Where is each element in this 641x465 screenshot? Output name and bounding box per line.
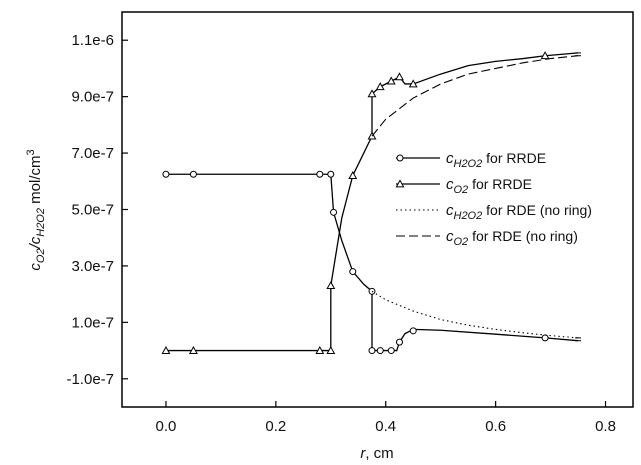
data-point [327, 170, 335, 178]
x-axis-title-rest: , cm [365, 445, 393, 462]
data-point [375, 82, 385, 91]
x-axis: 0.0 0.2 0.4 0.6 0.8 [156, 401, 616, 435]
y-axis-title: cO2/cH2O2 mol/cm3 [25, 149, 47, 270]
legend-label-sub: H2O2 [454, 158, 483, 170]
legend-label-var: c [446, 150, 454, 167]
series-line [165, 173, 579, 352]
y-axis-title-sub1: O2 [35, 248, 47, 263]
legend-label-var: c [446, 176, 454, 193]
data-point [326, 345, 336, 354]
legend-label-sub: O2 [454, 236, 469, 248]
legend-label-rest: for RDE (no ring) [468, 228, 578, 244]
series-layer [161, 51, 582, 355]
y-tick-label: 5.0e-7 [71, 202, 114, 219]
data-point [349, 268, 357, 276]
data-point [409, 327, 417, 335]
data-point [395, 72, 404, 81]
y-axis-title-c2: /c [27, 236, 44, 249]
x-tick-label: 0.2 [265, 418, 286, 435]
data-point [395, 338, 403, 346]
y-axis-title-unit: mol/cm [27, 156, 44, 209]
y-tick-label: 3.0e-7 [71, 258, 114, 275]
legend-label-var: c [446, 228, 454, 245]
data-point [368, 287, 376, 295]
legend-item: cH2O2 for RDE (no ring) [396, 202, 592, 222]
data-point [188, 345, 198, 354]
legend-label: cO2 for RRDE [446, 176, 532, 196]
data-point [348, 171, 358, 180]
y-axis-title-c1: c [27, 263, 44, 271]
data-point [162, 170, 170, 178]
data-point [368, 347, 376, 355]
data-point [540, 51, 550, 60]
data-point [161, 345, 171, 354]
legend-label: cH2O2 for RRDE [446, 150, 546, 170]
legend-label: cH2O2 for RDE (no ring) [446, 202, 592, 222]
legend-item: cO2 for RRDE [395, 176, 532, 196]
series-2 [161, 51, 582, 354]
data-point [326, 281, 336, 290]
series-3 [371, 290, 582, 339]
x-tick-label: 0.0 [156, 418, 177, 435]
x-tick-label: 0.8 [595, 418, 616, 435]
data-point [386, 76, 396, 85]
x-axis-title: r, cm [360, 445, 393, 462]
legend-label: cO2 for RDE (no ring) [446, 228, 578, 248]
y-tick-label: 1.0e-7 [71, 314, 114, 331]
y-tick-label: 7.0e-7 [71, 145, 114, 162]
legend-label-var: c [446, 202, 454, 219]
y-tick-label: 9.0e-7 [71, 89, 114, 106]
data-point [387, 347, 395, 355]
data-point [408, 79, 418, 88]
series-1 [162, 170, 582, 355]
data-point [189, 170, 197, 178]
y-tick-label: -1.0e-7 [66, 371, 114, 388]
legend-label-sub: O2 [454, 184, 469, 196]
legend-label-rest: for RDE (no ring) [482, 202, 592, 218]
data-point [315, 345, 325, 354]
data-point [316, 170, 324, 178]
y-tick-label: 1.1e-6 [71, 32, 114, 49]
x-axis-title-var: r [360, 445, 366, 462]
x-tick-label: 0.4 [375, 418, 396, 435]
y-axis-title-sup: 3 [25, 149, 37, 155]
legend-item: cO2 for RDE (no ring) [396, 228, 578, 248]
legend-item: cH2O2 for RRDE [396, 150, 546, 170]
data-point [367, 89, 377, 98]
y-axis: -1.0e-7 1.0e-7 3.0e-7 5.0e-7 7.0e-7 9.0e-7 1.1… [66, 32, 128, 388]
legend-marker [395, 179, 405, 188]
series-4 [371, 55, 582, 137]
legend-label-sub: H2O2 [454, 210, 483, 222]
data-point [330, 208, 338, 216]
legend-marker [396, 154, 404, 162]
x-tick-label: 0.6 [485, 418, 506, 435]
series-line [371, 55, 579, 137]
data-point [541, 334, 549, 342]
y-axis-title-sub2: H2O2 [35, 208, 47, 237]
legend-label-rest: for RRDE [468, 176, 532, 192]
series-line [371, 290, 579, 339]
legend-label-rest: for RRDE [482, 150, 546, 166]
data-point [376, 347, 384, 355]
